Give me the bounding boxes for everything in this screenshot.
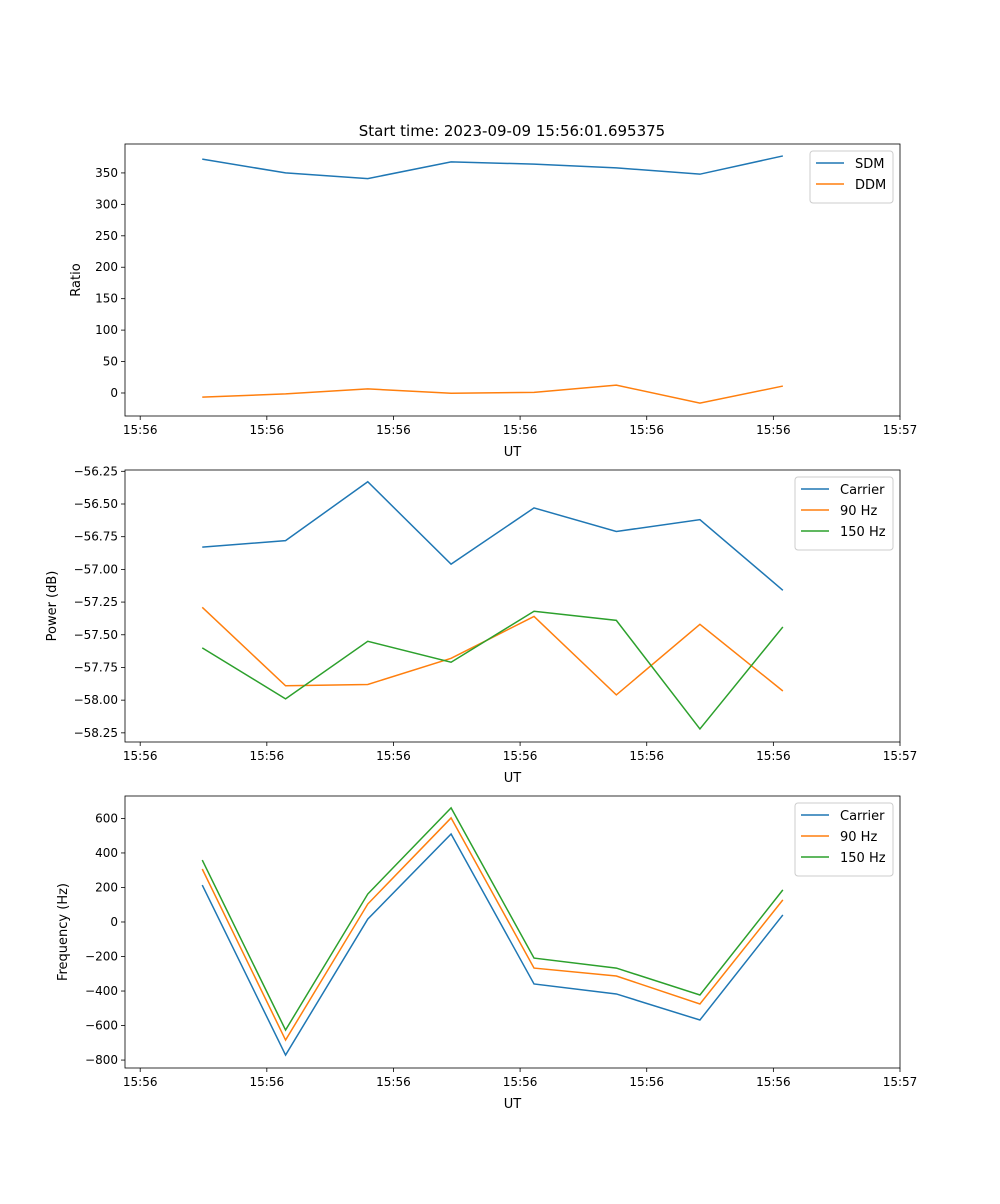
- series-line-90-hz: [201, 816, 784, 1042]
- y-tick-label: −57.25: [74, 595, 118, 609]
- y-tick-label: −56.75: [74, 530, 118, 544]
- y-tick-label: −58.25: [74, 726, 118, 740]
- legend: Carrier 90 Hz 150 Hz: [794, 802, 894, 877]
- x-tick-label: 15:56: [503, 1075, 538, 1089]
- legend-label: 150 Hz: [840, 525, 886, 540]
- x-tick-label: 15:56: [376, 1075, 411, 1089]
- series-line-sdm: [202, 155, 784, 180]
- legend-label: Carrier: [840, 483, 885, 498]
- x-tick-label: 15:57: [883, 1075, 918, 1089]
- x-tick-label: 15:56: [629, 423, 664, 437]
- x-tick-label: 15:56: [123, 749, 158, 763]
- y-tick-label: 400: [95, 846, 118, 860]
- legend-label: 90 Hz: [840, 830, 877, 845]
- x-axis-label: UT: [504, 445, 522, 460]
- y-tick-label: 0: [110, 915, 118, 929]
- series-line-150-hz: [201, 610, 784, 731]
- x-tick-label: 15:57: [883, 423, 918, 437]
- x-tick-label: 15:56: [756, 423, 791, 437]
- y-tick-label: −400: [85, 984, 118, 998]
- x-tick-label: 15:56: [123, 1075, 158, 1089]
- y-axis-label: Ratio: [69, 263, 84, 296]
- y-tick-label: −600: [85, 1019, 118, 1033]
- figure-title: Start time: 2023-09-09 15:56:01.695375: [359, 122, 665, 140]
- y-tick-label: −200: [85, 950, 118, 964]
- legend-label: SDM: [855, 157, 884, 172]
- x-tick-label: 15:56: [250, 1075, 285, 1089]
- y-tick-label: 150: [95, 292, 118, 306]
- x-tick-label: 15:56: [629, 1075, 664, 1089]
- x-tick-label: 15:56: [756, 749, 791, 763]
- series-line-90-hz: [201, 606, 784, 696]
- series-line-carrier: [201, 832, 784, 1057]
- y-tick-label: 0: [110, 386, 118, 400]
- legend-label: DDM: [855, 178, 886, 193]
- y-axis-label: Frequency (Hz): [56, 883, 71, 981]
- legend-label: Carrier: [840, 809, 885, 824]
- x-axis-label: UT: [504, 1097, 522, 1112]
- x-tick-label: 15:56: [250, 749, 285, 763]
- x-tick-label: 15:56: [503, 749, 538, 763]
- y-tick-label: −57.75: [74, 660, 118, 674]
- y-tick-label: 600: [95, 811, 118, 825]
- x-axis-label: UT: [504, 771, 522, 786]
- y-tick-label: 300: [95, 197, 118, 211]
- y-tick-label: 200: [95, 880, 118, 894]
- y-tick-label: 50: [103, 355, 118, 369]
- x-tick-label: 15:56: [756, 1075, 791, 1089]
- legend: Carrier 90 Hz 150 Hz: [794, 476, 894, 551]
- y-tick-label: −57.00: [74, 562, 118, 576]
- y-tick-label: −58.00: [74, 693, 118, 707]
- y-tick-label: 100: [95, 323, 118, 337]
- x-tick-label: 15:57: [883, 749, 918, 763]
- subplot-3: 15:56 15:56 15:56 15:56 15:56 15:56 15:57 −800 −…: [56, 795, 918, 1112]
- series-line-150-hz: [201, 806, 784, 1032]
- y-axis-label: Power (dB): [45, 571, 60, 642]
- x-tick-label: 15:56: [250, 423, 285, 437]
- legend: SDM DDM: [809, 150, 894, 204]
- series-line-carrier: [202, 480, 784, 591]
- y-tick-label: −56.25: [74, 464, 118, 478]
- legend-label: 90 Hz: [840, 504, 877, 519]
- axes-frame: [124, 795, 901, 1069]
- x-tick-label: 15:56: [503, 423, 538, 437]
- legend-label: 150 Hz: [840, 851, 886, 866]
- x-tick-label: 15:56: [376, 749, 411, 763]
- subplot-2: 15:56 15:56 15:56 15:56 15:56 15:56 15:57 −58.2…: [45, 464, 917, 786]
- y-tick-label: −800: [85, 1053, 118, 1067]
- y-tick-label: 250: [95, 229, 118, 243]
- x-tick-label: 15:56: [629, 749, 664, 763]
- axes-frame: [124, 469, 901, 743]
- y-tick-label: 350: [95, 166, 118, 180]
- subplot-1: 15:56 15:56 15:56 15:56 15:56 15:56 15:57 0 50 10…: [69, 143, 918, 460]
- axes-frame: [124, 143, 901, 417]
- x-tick-label: 15:56: [123, 423, 158, 437]
- y-tick-label: 200: [95, 260, 118, 274]
- x-tick-label: 15:56: [376, 423, 411, 437]
- y-tick-label: −56.50: [74, 497, 118, 511]
- legend-box: [809, 150, 894, 204]
- series-line-ddm: [202, 384, 784, 404]
- y-tick-label: −57.50: [74, 628, 118, 642]
